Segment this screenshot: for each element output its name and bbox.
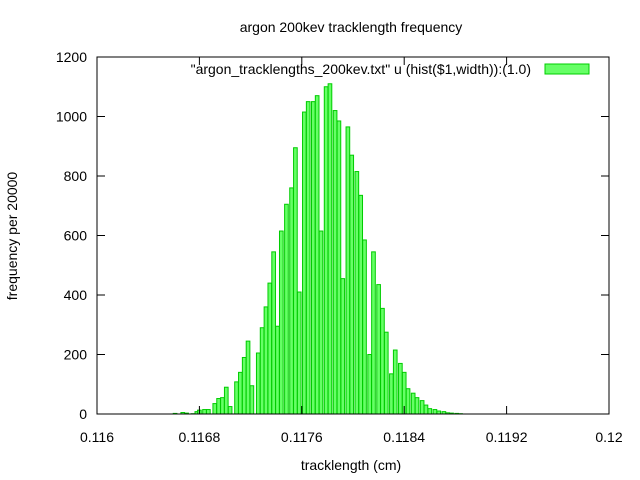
histogram-bar: [212, 403, 218, 415]
histogram-bar: [293, 147, 298, 415]
x-tick-label: 0.1184: [383, 429, 425, 445]
histogram-bar: [255, 352, 261, 415]
histogram-bar: [376, 284, 381, 415]
y-tick-label: 600: [64, 228, 88, 244]
histogram-bar: [371, 251, 376, 415]
histogram-bar: [432, 409, 438, 415]
histogram-bar: [220, 397, 225, 415]
histogram-bar: [392, 349, 398, 415]
y-tick-label: 1200: [56, 49, 87, 65]
histogram-bar: [278, 230, 284, 415]
histogram-bar: [314, 95, 320, 415]
histogram-bar: [332, 110, 338, 415]
histogram-bar: [340, 278, 346, 415]
chart-title: argon 200kev tracklength frequency: [240, 19, 463, 35]
legend-label: "argon_tracklengths_200kev.txt" u (hist(…: [191, 61, 531, 77]
histogram-bar: [271, 251, 276, 415]
histogram-bar: [259, 327, 265, 415]
x-tick-label: 0.1176: [281, 429, 323, 445]
histogram-bar: [354, 171, 360, 415]
y-tick-label: 1000: [56, 109, 87, 125]
histogram-bar: [318, 230, 324, 415]
histogram-bar: [423, 404, 429, 415]
histogram-bar: [427, 408, 433, 415]
legend-swatch: [544, 63, 590, 75]
histogram-bar: [389, 373, 394, 415]
histogram-bar: [202, 409, 207, 415]
histogram-bar: [380, 307, 385, 415]
histogram-bar: [284, 203, 289, 415]
y-tick-label: 800: [64, 168, 88, 184]
histogram-bar: [302, 111, 307, 415]
legend: "argon_tracklengths_200kev.txt" u (hist(…: [191, 61, 590, 77]
histogram-bar: [267, 282, 273, 415]
histogram-bar: [410, 392, 416, 415]
histogram-bar: [234, 381, 239, 415]
y-tick-label: 0: [79, 406, 87, 422]
histogram-bar: [206, 409, 211, 415]
histogram-bar: [245, 340, 251, 415]
histogram-bar: [419, 400, 425, 415]
bars-group: [172, 83, 463, 415]
histogram-bar: [227, 406, 233, 415]
histogram-bar: [345, 126, 351, 415]
histogram-bar: [289, 187, 294, 415]
y-tick-label: 400: [64, 287, 88, 303]
histogram-bar: [249, 385, 255, 415]
histogram-bar: [241, 356, 247, 415]
histogram-bar: [336, 120, 342, 415]
histogram-bar: [383, 331, 389, 415]
y-axis-label: frequency per 20000: [4, 172, 20, 301]
x-tick-label: 0.116: [80, 429, 114, 445]
histogram-bar: [296, 291, 302, 415]
histogram-bar: [367, 354, 372, 415]
tick-labels: 0 200 400 600 800 1000 1200 0.116 0.1168 0.1176 0.…: [56, 49, 623, 445]
x-tick-label: 0.1168: [179, 429, 221, 445]
histogram-bar: [223, 386, 229, 415]
x-tick-label: 0.1192: [486, 429, 528, 445]
x-tick-label: 0.12: [595, 429, 622, 445]
histogram-bar: [305, 101, 311, 415]
histogram-bar: [327, 83, 333, 415]
histogram-bar: [323, 86, 329, 415]
x-axis-label: tracklength (cm): [301, 457, 401, 473]
histogram-bar: [398, 362, 403, 415]
histogram-bar: [216, 398, 221, 415]
plot-frame: [96, 56, 610, 415]
histogram-bar: [275, 325, 280, 415]
histogram-bar: [414, 397, 420, 415]
histogram-bar: [362, 239, 367, 415]
histogram-bar: [358, 194, 364, 415]
histogram-bar: [405, 388, 411, 415]
histogram-bar: [310, 101, 316, 415]
histogram-bar: [263, 306, 269, 415]
y-tick-label: 200: [64, 347, 88, 363]
histogram-bar: [238, 371, 243, 415]
histogram-bar: [349, 154, 355, 415]
